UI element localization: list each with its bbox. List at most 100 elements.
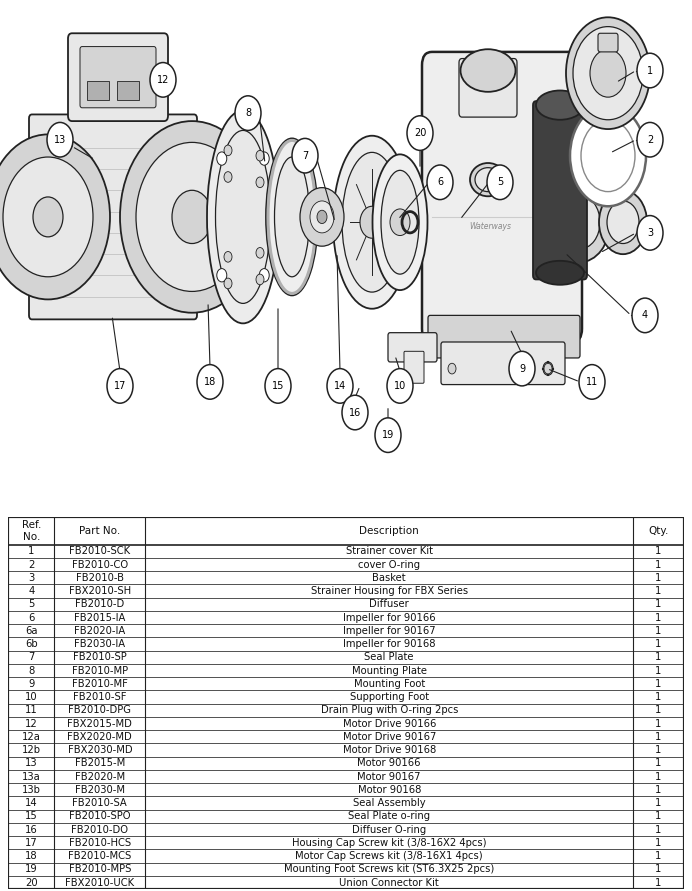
Circle shape <box>509 351 535 386</box>
Text: 1: 1 <box>655 600 662 609</box>
Text: Ref.
No.: Ref. No. <box>21 520 41 542</box>
Text: 11: 11 <box>25 706 37 715</box>
Circle shape <box>172 191 212 243</box>
Text: FB2010-SPO: FB2010-SPO <box>69 812 131 822</box>
Text: 1: 1 <box>655 878 662 887</box>
Circle shape <box>256 177 264 188</box>
Circle shape <box>260 151 269 165</box>
Circle shape <box>217 151 227 165</box>
Text: Diffuser O-ring: Diffuser O-ring <box>352 824 426 835</box>
Text: FB2010-B: FB2010-B <box>76 573 124 583</box>
Circle shape <box>256 151 264 161</box>
Text: Supporting Foot: Supporting Foot <box>349 692 429 702</box>
Circle shape <box>390 208 410 235</box>
Circle shape <box>33 197 63 237</box>
Text: 8: 8 <box>28 666 35 675</box>
Circle shape <box>599 191 647 254</box>
Text: 13b: 13b <box>22 785 41 795</box>
Text: FBX2010-UCK: FBX2010-UCK <box>65 878 134 887</box>
Text: 1: 1 <box>655 639 662 649</box>
Text: 13: 13 <box>54 135 66 144</box>
Text: FBX2030-MD: FBX2030-MD <box>68 745 132 755</box>
Text: FB2030-M: FB2030-M <box>75 785 125 795</box>
Text: 2: 2 <box>28 560 35 569</box>
Text: FB2010-MCS: FB2010-MCS <box>69 851 131 861</box>
Text: Motor 90168: Motor 90168 <box>358 785 421 795</box>
FancyBboxPatch shape <box>80 46 156 108</box>
Circle shape <box>317 210 327 224</box>
Text: Seal Assembly: Seal Assembly <box>353 798 426 808</box>
Circle shape <box>427 165 453 200</box>
Text: 13a: 13a <box>22 772 41 781</box>
Text: Strainer Housing for FBX Series: Strainer Housing for FBX Series <box>311 586 468 596</box>
FancyBboxPatch shape <box>441 342 565 385</box>
Text: 5: 5 <box>28 600 35 609</box>
Ellipse shape <box>470 163 506 196</box>
Text: Motor 90167: Motor 90167 <box>358 772 421 781</box>
Text: Mounting Foot: Mounting Foot <box>354 679 425 689</box>
Text: 6a: 6a <box>25 625 37 636</box>
Text: 1: 1 <box>655 692 662 702</box>
Text: FB2010-DO: FB2010-DO <box>71 824 128 835</box>
Circle shape <box>407 116 433 151</box>
Circle shape <box>107 369 133 404</box>
Text: 6b: 6b <box>25 639 37 649</box>
Circle shape <box>342 396 368 429</box>
Circle shape <box>590 49 626 97</box>
Ellipse shape <box>266 138 318 296</box>
Text: Union Connector Kit: Union Connector Kit <box>339 878 439 887</box>
Circle shape <box>581 119 635 192</box>
Text: 1: 1 <box>28 546 35 556</box>
Text: 15: 15 <box>25 812 37 822</box>
Text: Seal Plate: Seal Plate <box>365 652 414 662</box>
Circle shape <box>150 62 176 97</box>
Text: FBX2010-SH: FBX2010-SH <box>69 586 131 596</box>
Text: 1: 1 <box>655 652 662 662</box>
Text: Seal Plate o-ring: Seal Plate o-ring <box>348 812 430 822</box>
Circle shape <box>543 362 553 375</box>
Text: 15: 15 <box>272 381 284 391</box>
Text: FB2030-IA: FB2030-IA <box>74 639 125 649</box>
Text: 14: 14 <box>334 381 346 391</box>
FancyBboxPatch shape <box>428 315 580 358</box>
Text: 16: 16 <box>349 407 361 418</box>
Circle shape <box>0 135 110 299</box>
FancyBboxPatch shape <box>388 332 437 362</box>
Text: 20: 20 <box>25 878 37 887</box>
Text: 18: 18 <box>25 851 37 861</box>
Circle shape <box>607 201 639 243</box>
Text: FB2010-SP: FB2010-SP <box>73 652 127 662</box>
Text: 19: 19 <box>25 864 37 874</box>
Circle shape <box>235 96 261 130</box>
Circle shape <box>120 121 264 313</box>
Text: 4: 4 <box>28 586 35 596</box>
Text: 1: 1 <box>655 718 662 729</box>
Circle shape <box>360 206 384 238</box>
Text: Motor Cap Screws kit (3/8-16X1 4pcs): Motor Cap Screws kit (3/8-16X1 4pcs) <box>295 851 483 861</box>
Text: FB2010-MPS: FB2010-MPS <box>69 864 131 874</box>
Text: 1: 1 <box>655 798 662 808</box>
Text: Motor 90166: Motor 90166 <box>358 758 421 768</box>
Bar <box>117 81 139 100</box>
Circle shape <box>260 268 269 282</box>
Circle shape <box>256 248 264 258</box>
Text: 9: 9 <box>519 364 525 373</box>
Circle shape <box>224 172 232 183</box>
Circle shape <box>224 145 232 156</box>
Circle shape <box>570 105 646 206</box>
Circle shape <box>573 27 643 119</box>
Ellipse shape <box>536 91 584 119</box>
Circle shape <box>310 201 334 233</box>
Text: 2: 2 <box>647 135 653 144</box>
Text: 1: 1 <box>655 613 662 623</box>
Text: 1: 1 <box>655 679 662 689</box>
Text: 1: 1 <box>655 745 662 755</box>
Text: Motor Drive 90167: Motor Drive 90167 <box>343 732 436 742</box>
Text: 5: 5 <box>497 177 503 187</box>
Text: 8: 8 <box>245 108 251 119</box>
Text: FB2010-DPG: FB2010-DPG <box>69 706 131 715</box>
Text: 3: 3 <box>647 228 653 238</box>
Circle shape <box>197 364 223 399</box>
Circle shape <box>375 418 401 453</box>
Text: 1: 1 <box>655 546 662 556</box>
